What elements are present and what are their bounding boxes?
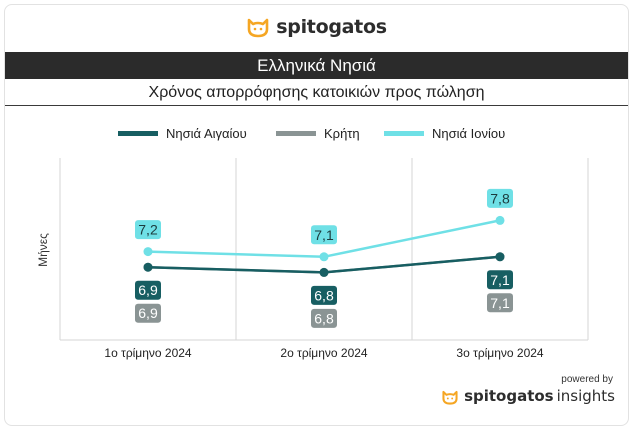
legend-label-ionian: Νησιά Ιονίου: [432, 126, 506, 141]
data-point-2: [319, 252, 329, 262]
data-label-box: [311, 308, 337, 328]
footer: powered by spitogatos insights: [441, 374, 615, 410]
data-label-text: 7,8: [490, 190, 510, 206]
data-label-box: [135, 220, 161, 240]
data-label: 6,9: [135, 280, 161, 300]
data-label-box: [311, 225, 337, 245]
data-label-text: 6,8: [314, 310, 334, 326]
data-label-text: 6,8: [314, 287, 334, 303]
data-label-box: [487, 188, 513, 208]
data-point-0: [319, 267, 329, 277]
data-label: 6,8: [311, 308, 337, 328]
data-label: 7,1: [487, 293, 513, 313]
brand-header: spitogatos: [0, 16, 633, 44]
data-point-2: [143, 247, 153, 257]
x-tick-label: 2ο τρίμηνο 2024: [280, 346, 368, 360]
data-label: 7,8: [487, 188, 513, 208]
data-label: 6,9: [135, 303, 161, 323]
footer-brand: spitogatos insights: [441, 387, 615, 406]
data-point-0: [143, 262, 153, 272]
data-label-box: [135, 280, 161, 300]
cat-logo-icon: [247, 18, 269, 38]
data-label-text: 6,9: [138, 305, 158, 321]
data-label-box: [487, 293, 513, 313]
legend-label-crete: Κρήτη: [324, 126, 360, 141]
data-label: 7,1: [487, 270, 513, 290]
legend-item-crete: Κρήτη: [276, 126, 360, 141]
legend-swatch-crete: [276, 131, 316, 136]
region-banner: Ελληνικά Νησιά: [5, 52, 628, 79]
legend-swatch-ionian: [384, 131, 424, 136]
legend-swatch-aegean: [118, 131, 158, 136]
data-label-box: [487, 270, 513, 290]
y-axis-label: Μήνες: [36, 233, 50, 267]
cat-logo-icon: [442, 390, 458, 405]
x-tick-label: 3ο τρίμηνο 2024: [456, 346, 544, 360]
chart-title: Χρόνος απορρόφησης κατοικιών προς πώληση: [5, 79, 628, 106]
data-label: 7,1: [311, 225, 337, 245]
brand-name: spitogatos: [276, 16, 387, 38]
data-point-2: [495, 215, 505, 225]
data-label-box: [135, 303, 161, 323]
data-label-text: 6,9: [138, 282, 158, 298]
x-tick-label: 1ο τρίμηνο 2024: [104, 346, 192, 360]
data-label-text: 7,2: [138, 222, 158, 238]
data-point-0: [495, 252, 505, 262]
legend-label-aegean: Νησιά Αιγαίου: [166, 126, 247, 141]
data-label-box: [311, 285, 337, 305]
data-label-text: 7,1: [490, 295, 510, 311]
gridlines: [59, 158, 589, 341]
series-lines: [143, 215, 505, 277]
legend-item-aegean: Νησιά Αιγαίου: [118, 126, 247, 141]
powered-by-label: powered by: [561, 374, 613, 385]
legend: Νησιά Αιγαίου Κρήτη Νησιά Ιονίου: [0, 126, 633, 144]
footer-brand-name: spitogatos: [464, 387, 554, 405]
x-axis-tick-labels: 1ο τρίμηνο 2024 2ο τρίμηνο 2024 3ο τρίμηνο…: [104, 346, 544, 360]
footer-brand-suffix: insights: [556, 387, 615, 405]
data-label-text: 7,1: [490, 272, 510, 288]
data-labels: 7,2 7,1 7,8 6,9 6,8 7,1 6,9 6,8 7,1: [135, 188, 513, 328]
data-label-text: 7,1: [314, 227, 334, 243]
data-label: 6,8: [311, 285, 337, 305]
legend-item-ionian: Νησιά Ιονίου: [384, 126, 505, 141]
data-label: 7,2: [135, 220, 161, 240]
